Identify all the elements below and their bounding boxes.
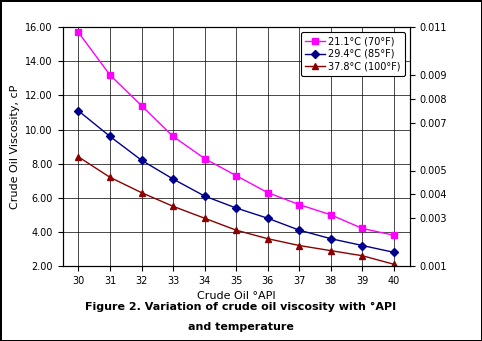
29.4°C (85°F) [202, 194, 208, 198]
29.4°C (85°F) [296, 228, 302, 232]
37.8°C (100°F) [139, 191, 145, 195]
Y-axis label: Crude Oil Viscosity, cP: Crude Oil Viscosity, cP [10, 85, 20, 209]
29.4°C (85°F) [107, 134, 113, 138]
29.4°C (85°F) [170, 177, 176, 181]
21.1°C (70°F) [328, 213, 334, 217]
29.4°C (85°F) [391, 250, 397, 254]
X-axis label: Crude Oil °API: Crude Oil °API [197, 291, 276, 301]
21.1°C (70°F) [233, 174, 239, 178]
37.8°C (100°F) [265, 237, 270, 241]
29.4°C (85°F) [76, 109, 81, 113]
29.4°C (85°F) [233, 206, 239, 210]
Text: Figure 2. Variation of crude oil viscosity with °API: Figure 2. Variation of crude oil viscosi… [85, 302, 397, 312]
21.1°C (70°F) [170, 134, 176, 138]
21.1°C (70°F) [202, 157, 208, 161]
Text: and temperature: and temperature [188, 322, 294, 332]
37.8°C (100°F) [233, 228, 239, 232]
21.1°C (70°F) [391, 233, 397, 237]
Line: 21.1°C (70°F): 21.1°C (70°F) [75, 29, 397, 238]
29.4°C (85°F) [360, 243, 365, 248]
37.8°C (100°F) [170, 204, 176, 208]
21.1°C (70°F) [265, 191, 270, 195]
Line: 37.8°C (100°F): 37.8°C (100°F) [75, 154, 397, 267]
21.1°C (70°F) [296, 203, 302, 207]
37.8°C (100°F) [328, 249, 334, 253]
37.8°C (100°F) [360, 254, 365, 258]
21.1°C (70°F) [76, 30, 81, 34]
37.8°C (100°F) [107, 175, 113, 179]
37.8°C (100°F) [391, 262, 397, 266]
Line: 29.4°C (85°F): 29.4°C (85°F) [76, 108, 397, 255]
29.4°C (85°F) [328, 237, 334, 241]
21.1°C (70°F) [107, 73, 113, 77]
21.1°C (70°F) [139, 104, 145, 108]
21.1°C (70°F) [360, 226, 365, 231]
29.4°C (85°F) [139, 158, 145, 162]
37.8°C (100°F) [296, 243, 302, 248]
37.8°C (100°F) [76, 155, 81, 159]
29.4°C (85°F) [265, 216, 270, 220]
37.8°C (100°F) [202, 216, 208, 220]
Legend: 21.1°C (70°F), 29.4°C (85°F), 37.8°C (100°F): 21.1°C (70°F), 29.4°C (85°F), 37.8°C (10… [301, 32, 405, 76]
